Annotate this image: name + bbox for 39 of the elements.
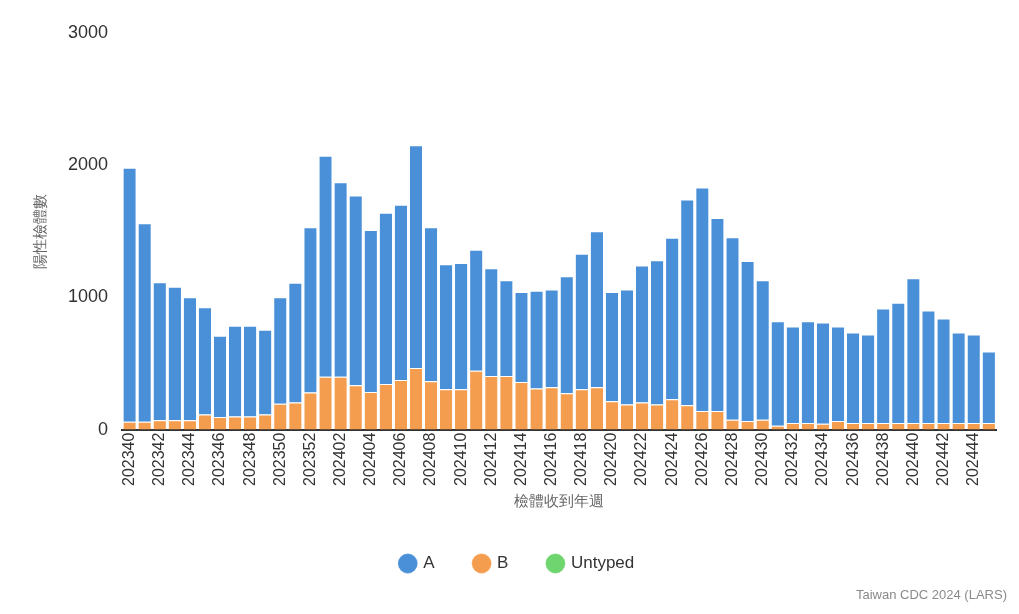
- x-tick-label: 202416: [542, 432, 560, 486]
- x-tick-label: 202422: [632, 432, 650, 486]
- x-tick-label: 202428: [722, 432, 740, 486]
- x-tick-label: 202350: [270, 432, 288, 486]
- x-tick-label: 202342: [150, 432, 168, 486]
- x-tick-label: 202436: [843, 432, 861, 486]
- x-tick-label: 202352: [300, 432, 318, 486]
- x-tick-label: 202418: [572, 432, 590, 486]
- x-tick-label: 202444: [964, 432, 982, 486]
- x-tick-label: 202424: [662, 432, 680, 486]
- x-tick-label: 202432: [783, 432, 801, 486]
- x-tick-label: 202426: [692, 432, 710, 486]
- x-tick-label: 202408: [421, 432, 439, 486]
- x-tick-label: 202420: [602, 432, 620, 486]
- x-tick-label: 202402: [331, 432, 349, 486]
- legend-label: A: [423, 553, 436, 573]
- x-tick-label: 202340: [119, 432, 137, 486]
- y-tick-label: 0: [98, 418, 109, 439]
- x-tick-label: 202406: [391, 432, 409, 486]
- x-tick-label: 202440: [903, 432, 921, 486]
- x-tick-label: 202346: [210, 432, 228, 486]
- legend-label: Untyped: [570, 553, 635, 573]
- x-tick-label: 202430: [753, 432, 771, 486]
- x-tick-label: 202404: [361, 432, 379, 486]
- x-tick-label: 202412: [481, 432, 499, 486]
- legend-label: B: [497, 553, 509, 573]
- x-tick-label: 202410: [451, 432, 469, 486]
- y-axis-title: 陽性檢體數: [31, 193, 49, 269]
- x-axis-title: 檢體收到年週: [514, 492, 605, 510]
- x-tick-label: 202434: [813, 432, 831, 486]
- y-tick-label: 2000: [68, 154, 109, 175]
- x-tick-label: 202348: [240, 432, 258, 486]
- x-tick-label: 202442: [933, 432, 951, 486]
- y-tick-label: 1000: [68, 286, 109, 307]
- x-tick-label: 202344: [180, 432, 198, 486]
- x-tick-label: 202438: [873, 432, 891, 486]
- x-tick-label: 202414: [511, 432, 529, 486]
- text: Taiwan CDC 2024 (LARS): [855, 587, 1007, 603]
- y-tick-label: 3000: [68, 21, 109, 42]
